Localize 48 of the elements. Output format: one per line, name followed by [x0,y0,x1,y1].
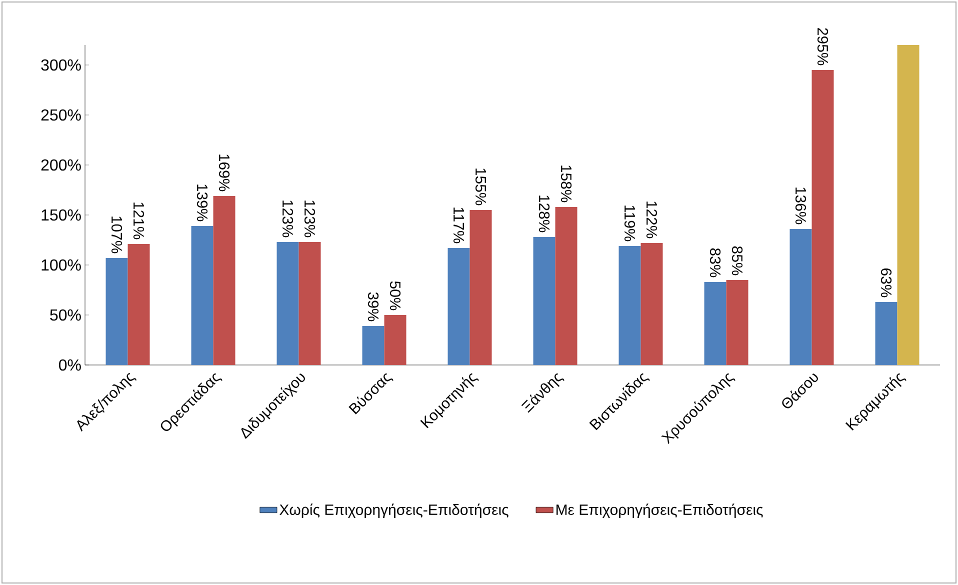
data-label: 39% [368,292,379,322]
data-label: 121% [133,202,144,240]
data-label: 158% [560,166,572,202]
data-label: 107% [111,216,122,254]
y-tick-label: 250% [41,109,81,121]
data-label: 128% [538,196,550,232]
data-label: 295% [817,28,828,66]
bar [704,282,726,365]
bar [276,242,299,365]
y-tick-label: 200% [41,159,81,171]
bar [362,326,384,365]
data-label: 123% [304,200,316,238]
legend-label: Χωρίς Επιχορηγήσεις-Επιδοτήσεις [280,504,508,518]
bar [875,302,898,365]
bar [533,236,556,365]
bar [790,228,812,365]
data-label: 122% [646,202,658,238]
data-label: 50% [390,281,401,310]
data-label: 139% [196,184,208,222]
data-label: 85% [732,246,743,276]
bar [555,206,578,365]
data-label: 136% [795,188,806,224]
data-label: 155% [475,168,486,206]
y-tick-label: 150% [42,209,81,221]
data-label: 63% [880,268,892,298]
data-label: 117% [454,208,464,244]
bar [618,246,641,365]
y-tick-label: 100% [42,259,81,271]
data-label: 119% [624,206,636,242]
bar [191,226,214,365]
y-tick-label: 50% [50,309,81,321]
bar [213,196,236,365]
legend-label: Με Επιχορηγήσεις-Επιδοτήσεις [556,504,763,518]
bar [298,242,321,365]
bar [384,314,406,365]
bar [128,244,150,365]
bar [448,248,470,365]
bar [470,210,492,365]
y-tick-label: 0% [58,359,81,371]
data-label: 123% [282,200,294,238]
bar [812,70,834,365]
data-label: 169% [218,154,230,192]
bar [897,44,920,365]
data-label: 83% [710,248,721,278]
y-tick-label: 300% [41,59,81,71]
bar [106,258,128,365]
bar [640,242,663,365]
bar [726,280,748,365]
